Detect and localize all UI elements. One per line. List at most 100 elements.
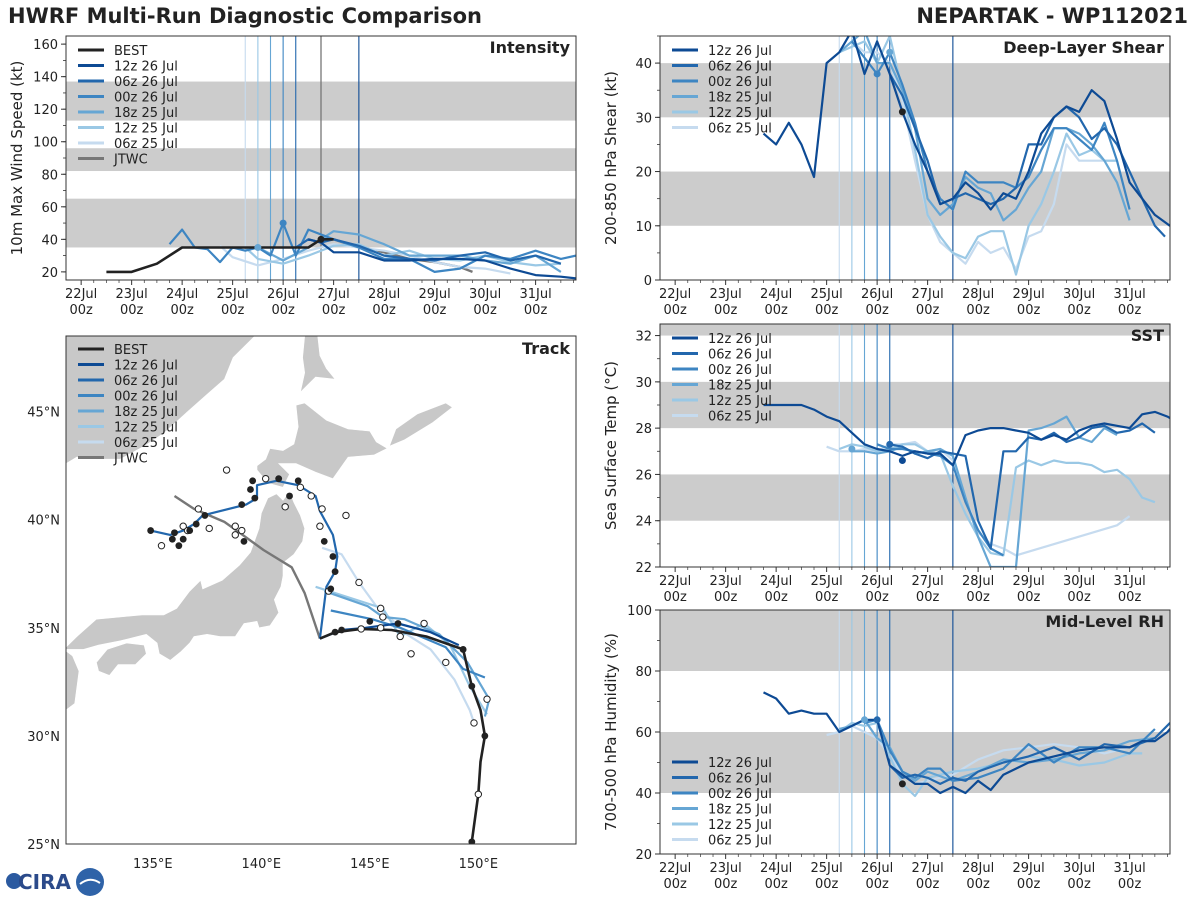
track-filled-point xyxy=(171,529,178,537)
track-filled-point xyxy=(329,553,337,560)
intensity-xtick-hour: 00z xyxy=(271,303,295,318)
track-filled-point xyxy=(481,732,489,740)
rh-xtick-day: 26Jul xyxy=(861,861,893,876)
intensity-xtick-day: 31Jul xyxy=(519,287,551,302)
sst-legend-label: 12z 26 Jul xyxy=(708,332,772,347)
intensity-legend-label: 06z 26 Jul xyxy=(114,75,178,90)
intensity-xtick-hour: 00z xyxy=(524,303,548,318)
sst-legend-label: 00z 26 Jul xyxy=(708,363,772,378)
shear-xtick-day: 26Jul xyxy=(861,287,893,302)
rh-xtick-day: 27Jul xyxy=(912,861,944,876)
intensity-xtick-day: 30Jul xyxy=(469,287,501,302)
track-open-point xyxy=(442,658,450,667)
intensity-marker-point xyxy=(279,219,287,227)
intensity-plot-area xyxy=(106,219,576,280)
intensity-ytick-label: 20 xyxy=(41,266,58,281)
track-filled-point xyxy=(366,617,374,625)
shear-xtick-hour: 00z xyxy=(663,303,687,318)
shear-xtick-hour: 00z xyxy=(815,303,839,318)
track-open-point xyxy=(474,790,483,798)
logo-globe-icon xyxy=(6,873,22,889)
track-open-point xyxy=(222,466,231,474)
track-open-point xyxy=(355,578,363,587)
shear-ylabel: 200-850 hPa Shear (kt) xyxy=(602,71,620,245)
track-open-point xyxy=(307,492,315,500)
rh-xtick-day: 23Jul xyxy=(710,861,742,876)
sst-series-00z-26-jul xyxy=(876,443,1004,557)
sst-band xyxy=(660,474,1170,521)
russia-land xyxy=(66,336,256,464)
shear-xtick-day: 22Jul xyxy=(659,287,691,302)
track-panel: 135°E 140°E 145°E 150°E 25°N 30°N 35°N 40°N 45°N… xyxy=(27,335,577,872)
rh-legend-label: 12z 26 Jul xyxy=(708,756,772,771)
sst-marker-point xyxy=(848,445,856,453)
sst-ylabel: Sea Surface Temp (°C) xyxy=(602,361,620,530)
shear-xtick-hour: 00z xyxy=(1017,303,1041,318)
intensity-xtick-hour: 00z xyxy=(473,303,497,318)
shear-legend-label: 06z 26 Jul xyxy=(708,60,772,75)
logo-text: CIRA xyxy=(18,870,72,894)
logo-emblem-icon xyxy=(76,868,104,896)
sst-band xyxy=(660,324,1170,336)
rh-xtick-hour: 00z xyxy=(1067,877,1091,892)
shear-series-06z-25-jul xyxy=(825,40,1117,271)
rh-ylabel: 700-500 hPa Humidity (%) xyxy=(602,633,620,831)
sst-xtick-hour: 00z xyxy=(865,590,889,605)
sst-xtick-day: 26Jul xyxy=(861,574,893,589)
sst-xtick-day: 28Jul xyxy=(962,574,994,589)
rh-xtick-hour: 00z xyxy=(916,877,940,892)
rh-xtick-hour: 00z xyxy=(663,877,687,892)
shear-xtick-hour: 00z xyxy=(1118,303,1142,318)
shear-title: Deep-Layer Shear xyxy=(1003,38,1164,57)
rh-marker-point xyxy=(898,780,906,788)
honshu-land xyxy=(66,490,306,661)
track-lat-label: 45°N xyxy=(27,406,60,421)
track-filled-point xyxy=(275,475,283,483)
track-filled-point xyxy=(251,494,259,502)
rh-band xyxy=(660,610,1170,671)
sst-legend-label: 06z 25 Jul xyxy=(708,410,772,425)
sst-xtick-hour: 00z xyxy=(815,590,839,605)
track-lat-label: 30°N xyxy=(27,730,60,745)
track-lon-label: 140°E xyxy=(242,857,282,872)
rh-xtick-hour: 00z xyxy=(764,877,788,892)
rh-xtick-day: 24Jul xyxy=(760,861,792,876)
intensity-xtick-day: 26Jul xyxy=(267,287,299,302)
sst-xtick-day: 27Jul xyxy=(912,574,944,589)
track-filled-point xyxy=(338,626,346,634)
track-filled-point xyxy=(238,501,246,509)
sst-xtick-hour: 00z xyxy=(764,590,788,605)
track-open-point xyxy=(231,522,239,530)
track-filled-point xyxy=(286,492,293,500)
track-open-point xyxy=(376,624,385,632)
sst-xtick-hour: 00z xyxy=(663,590,687,605)
rh-series-00z-26-jul xyxy=(864,718,1156,782)
intensity-xtick-day: 29Jul xyxy=(418,287,450,302)
rh-series-06z-25-jul xyxy=(826,724,1130,786)
track-open-point xyxy=(483,695,491,703)
track-filled-point xyxy=(327,585,335,593)
track-open-point xyxy=(281,503,289,511)
track-map-area xyxy=(66,336,491,844)
track-lon-label: 135°E xyxy=(133,857,173,872)
intensity-series-00z-26-jul xyxy=(168,222,576,273)
sst-xtick-day: 23Jul xyxy=(710,574,742,589)
sst-band xyxy=(660,381,1170,429)
track-open-point xyxy=(420,619,428,628)
shear-xtick-day: 25Jul xyxy=(811,287,843,302)
track-legend-label: 18z 25 Jul xyxy=(114,405,178,420)
shear-marker-point xyxy=(873,70,881,78)
track-series-18z-25-jul xyxy=(323,590,491,717)
track-open-point xyxy=(231,531,239,539)
shear-legend-label: 12z 25 Jul xyxy=(708,106,772,121)
sakhalin-land xyxy=(299,336,336,394)
shear-series-12z-26-jul xyxy=(762,36,1170,227)
intensity-ylabel: 10m Max Wind Speed (kt) xyxy=(8,61,26,256)
rh-series-12z-26-jul xyxy=(763,691,1170,795)
sst-title: SST xyxy=(1131,326,1164,345)
track-open-point xyxy=(379,613,387,621)
track-filled-point xyxy=(201,512,209,519)
sst-plot-area xyxy=(763,403,1170,567)
shikoku-land xyxy=(96,642,147,676)
